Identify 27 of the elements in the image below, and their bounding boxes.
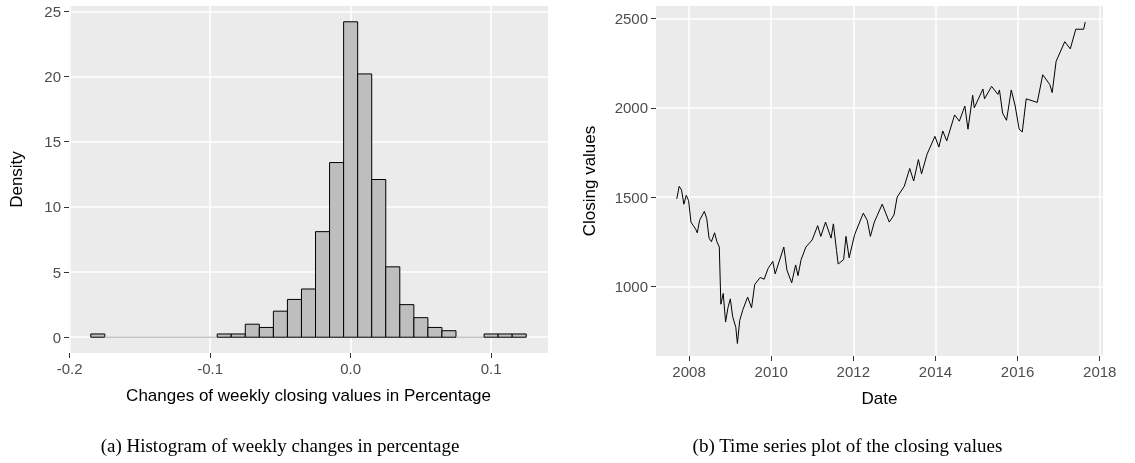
- x-tick-label: 2010: [754, 363, 788, 380]
- y-tick-label: 5: [52, 263, 61, 281]
- y-tick-label: 1000: [614, 277, 648, 295]
- text: (a) Histogram of weekly changes in percentage: [99, 435, 461, 457]
- y-tick-label: 2500: [614, 10, 648, 27]
- x-tick-label: 0.1: [480, 360, 502, 377]
- y-tick-label: 20: [44, 68, 61, 86]
- y-axis-title: Closing values: [580, 125, 599, 237]
- y-tick-label: 2000: [614, 99, 648, 117]
- y-tick-label: 10: [44, 198, 61, 216]
- y-tick-label: 15: [44, 133, 61, 151]
- x-tick-label: 2016: [1000, 363, 1035, 380]
- x-axis-title: Date: [861, 389, 898, 408]
- x-tick-label: -0.2: [56, 360, 83, 377]
- x-tick-label: 2014: [918, 363, 953, 380]
- y-tick-label: 1500: [614, 188, 648, 206]
- x-tick-label: -0.1: [197, 360, 224, 377]
- line-series: [676, 21, 1086, 344]
- x-tick-label: 0.0: [340, 360, 362, 377]
- text: (b) Time series plot of the closing values: [691, 435, 1004, 457]
- x-axis-title: Changes of weekly closing values in Percentage: [126, 386, 491, 405]
- y-tick-label: 0: [52, 328, 61, 346]
- y-tick-label: 25: [44, 2, 61, 20]
- x-tick-label: 2008: [672, 363, 706, 380]
- x-tick-label: 2012: [836, 363, 870, 380]
- x-tick-label: 2018: [1083, 363, 1117, 380]
- y-axis-title: Density: [7, 150, 26, 208]
